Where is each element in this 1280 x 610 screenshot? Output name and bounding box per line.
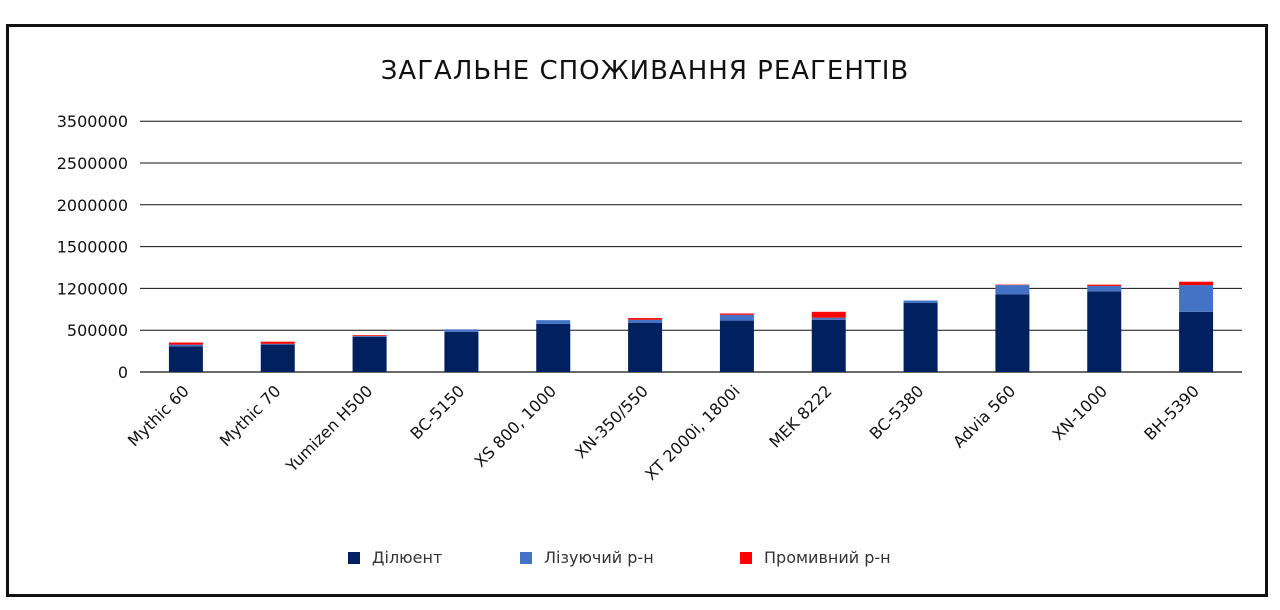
bar-segment (811, 317, 846, 320)
bar-segment (536, 323, 571, 372)
legend-swatch-diluent (348, 551, 360, 564)
bar-segment (903, 303, 938, 372)
legend-swatch-washing (740, 551, 752, 564)
bar-segment (1179, 281, 1214, 286)
bar-segment (719, 313, 754, 315)
chart-title: ЗАГАЛЬНЕ СПОЖИВАННЯ РЕАГЕНТІВ (380, 56, 910, 86)
bar-segment (260, 343, 295, 345)
x-category-label: XT 2000i, 1800i (641, 381, 744, 484)
bar-segment (811, 319, 846, 372)
x-category-label: Yumizen H500 (282, 381, 377, 476)
legend: Ділюент Лізуючий р-н Промивний р-н (0, 548, 1280, 572)
bar-segment (1087, 285, 1122, 292)
bar-segment (260, 344, 295, 372)
legend-label-lysing: Лізуючий р-н (544, 548, 654, 567)
x-category-label: Mythic 60 (124, 381, 193, 450)
bar-segment (352, 336, 387, 337)
legend-item-diluent: Ділюент (348, 548, 442, 567)
bar-segment (1087, 284, 1122, 286)
bar-segment (168, 342, 203, 345)
x-category-label: BC-5380 (866, 381, 928, 443)
legend-label-diluent: Ділюент (372, 548, 443, 567)
x-category-label: Advia 560 (949, 381, 1019, 451)
bar-segment (168, 344, 203, 347)
x-category-label: BH-5390 (1140, 381, 1203, 444)
bar-segment (719, 320, 754, 372)
bar-segment (628, 319, 663, 323)
y-tick-label: 1200000 (57, 279, 128, 298)
bar-segment (352, 336, 387, 372)
bar-segment (260, 341, 295, 344)
legend-item-lysing: Лізуючий р-н (520, 548, 654, 567)
x-category-label: MEK 8222 (765, 381, 835, 451)
bar-segment (444, 331, 479, 372)
y-tick-label: 2000000 (57, 196, 128, 215)
bar-segment (811, 311, 846, 318)
x-category-label: XS 800, 1000 (471, 381, 561, 471)
bar-segment (168, 346, 203, 372)
y-tick-label: 2500000 (57, 154, 128, 173)
bar-segment (719, 314, 754, 321)
bar-segment (995, 294, 1030, 372)
x-category-label: BC-5150 (406, 381, 468, 443)
bar-segment (628, 318, 663, 320)
bar-segment (352, 335, 387, 337)
chart-frame (6, 24, 1268, 597)
legend-item-washing: Промивний р-н (740, 548, 891, 567)
y-tick-label: 0 (118, 363, 128, 382)
bar-segment (995, 285, 1030, 295)
bar-segment (903, 300, 938, 304)
bar-segment (536, 320, 571, 324)
x-category-label: XN-350/550 (571, 381, 652, 462)
legend-label-washing: Промивний р-н (764, 548, 891, 567)
x-category-label: XN-1000 (1049, 381, 1112, 444)
y-tick-label: 1500000 (57, 238, 128, 257)
x-category-label: Mythic 70 (216, 381, 285, 450)
y-tick-label: 500000 (67, 321, 128, 340)
bar-segment (1179, 311, 1214, 372)
bar-segment (1179, 285, 1214, 312)
bar-segment (444, 329, 479, 332)
y-tick-label: 3500000 (57, 112, 128, 131)
bar-segment (628, 322, 663, 372)
bar-segment (1087, 291, 1122, 372)
legend-swatch-lysing (520, 551, 532, 564)
